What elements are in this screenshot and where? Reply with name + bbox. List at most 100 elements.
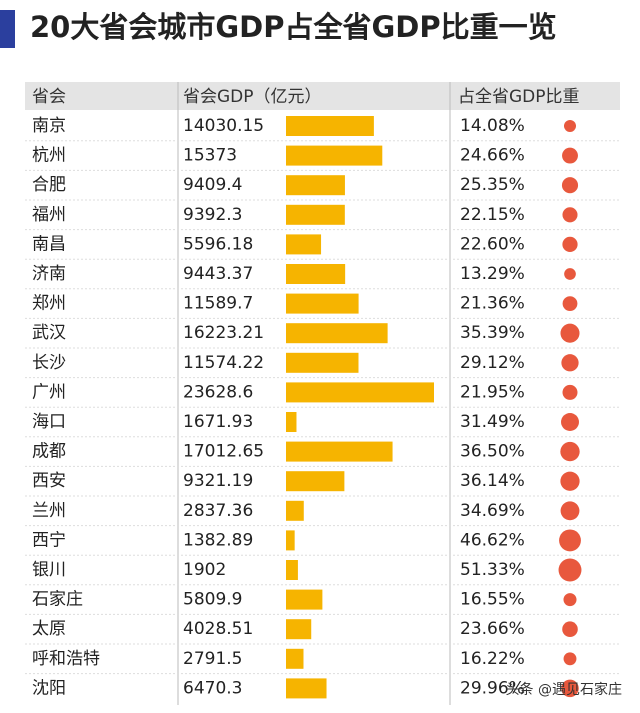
share-value: 21.36% — [460, 294, 525, 314]
watermark: 头条 @遇见石家庄 — [506, 681, 622, 698]
category-label: 太原 — [32, 619, 66, 639]
category-label: 长沙 — [32, 353, 66, 373]
gdp-bar — [286, 500, 304, 521]
category-label: 石家庄 — [32, 590, 83, 610]
share-dot — [562, 296, 578, 311]
share-dot — [562, 207, 578, 223]
gdp-bar — [286, 619, 312, 640]
gdp-bar — [286, 204, 345, 225]
gdp-value: 4028.51 — [183, 619, 253, 639]
gdp-bar — [286, 412, 297, 432]
share-dot — [564, 268, 576, 280]
share-value: 24.66% — [460, 146, 525, 166]
title-accent — [0, 10, 15, 48]
share-value: 13.29% — [460, 264, 525, 284]
category-label: 成都 — [32, 442, 66, 462]
category-label: 武汉 — [32, 323, 66, 343]
category-label: 南京 — [32, 116, 66, 136]
gdp-bar — [286, 293, 359, 314]
share-value: 21.95% — [460, 382, 525, 402]
share-dot — [558, 558, 582, 582]
gdp-bar — [286, 589, 323, 610]
column-header: 省会GDP（亿元） — [183, 87, 322, 107]
share-dot — [562, 147, 578, 164]
gdp-bar — [286, 234, 322, 255]
gdp-bar — [286, 382, 434, 403]
share-value: 16.22% — [460, 649, 525, 669]
gdp-value: 11589.7 — [183, 294, 253, 314]
gdp-value: 6470.3 — [183, 678, 242, 698]
share-dot — [560, 441, 580, 462]
gdp-value: 1382.89 — [183, 530, 253, 550]
category-label: 南昌 — [32, 234, 66, 254]
share-dot — [560, 471, 580, 491]
gdp-value: 1902 — [183, 560, 226, 580]
share-value: 36.14% — [460, 471, 525, 491]
share-value: 25.35% — [460, 175, 525, 195]
share-value: 23.66% — [460, 619, 525, 639]
gdp-value: 23628.6 — [183, 382, 253, 402]
category-label: 济南 — [32, 264, 66, 284]
gdp-value: 2791.5 — [183, 649, 242, 669]
gdp-value: 11574.22 — [183, 353, 264, 373]
share-dot — [561, 413, 579, 431]
share-dot — [562, 384, 578, 400]
gdp-value: 15373 — [183, 146, 237, 166]
share-dot — [561, 679, 579, 698]
gdp-bar — [286, 648, 304, 669]
gdp-value: 9443.37 — [183, 264, 253, 284]
share-value: 29.96% — [460, 678, 525, 698]
share-value: 29.12% — [460, 353, 525, 373]
gdp-bar — [286, 175, 345, 196]
category-label: 福州 — [32, 205, 66, 225]
gdp-bar — [286, 441, 393, 462]
gdp-value: 5596.18 — [183, 234, 253, 254]
gdp-bar — [286, 323, 388, 344]
category-label: 杭州 — [32, 146, 66, 166]
chart-title: 20大省会城市GDP占全省GDP比重一览 — [30, 10, 557, 44]
category-label: 广州 — [32, 382, 66, 402]
category-label: 兰州 — [32, 501, 66, 521]
gdp-bar — [286, 116, 374, 136]
gdp-value: 16223.21 — [183, 323, 264, 343]
category-label: 西宁 — [32, 530, 66, 550]
column-header: 省会 — [32, 87, 66, 107]
category-label: 郑州 — [32, 294, 66, 314]
gdp-value: 17012.65 — [183, 442, 264, 462]
category-label: 海口 — [32, 412, 66, 432]
share-value: 22.60% — [460, 234, 525, 254]
category-label: 银川 — [32, 560, 66, 580]
gdp-bar — [286, 352, 359, 373]
share-value: 36.50% — [460, 442, 525, 462]
share-dot — [561, 177, 579, 194]
share-value: 22.15% — [460, 205, 525, 225]
share-value: 34.69% — [460, 501, 525, 521]
gdp-bar — [286, 264, 346, 284]
gdp-value: 5809.9 — [183, 590, 242, 610]
gdp-bar — [286, 471, 345, 492]
gdp-value: 9321.19 — [183, 471, 253, 491]
gdp-value: 9392.3 — [183, 205, 242, 225]
share-value: 31.49% — [460, 412, 525, 432]
header-row — [25, 82, 620, 110]
category-label: 合肥 — [32, 175, 66, 195]
share-dot — [560, 323, 580, 343]
gdp-bar — [286, 678, 327, 699]
category-label: 沈阳 — [32, 678, 66, 698]
share-value: 46.62% — [460, 530, 525, 550]
share-dot — [559, 529, 581, 552]
gdp-value: 9409.4 — [183, 175, 242, 195]
gdp-value: 14030.15 — [183, 116, 264, 136]
share-dot — [563, 652, 577, 666]
gdp-bar — [286, 145, 383, 166]
gdp-value: 2837.36 — [183, 501, 253, 521]
column-header: 占全省GDP比重 — [458, 87, 580, 107]
share-value: 14.08% — [460, 116, 525, 136]
share-value: 51.33% — [460, 560, 525, 580]
share-dot — [562, 236, 578, 253]
share-dot — [561, 354, 579, 372]
share-dot — [560, 501, 580, 521]
share-value: 16.55% — [460, 590, 525, 610]
category-label: 呼和浩特 — [32, 649, 100, 669]
